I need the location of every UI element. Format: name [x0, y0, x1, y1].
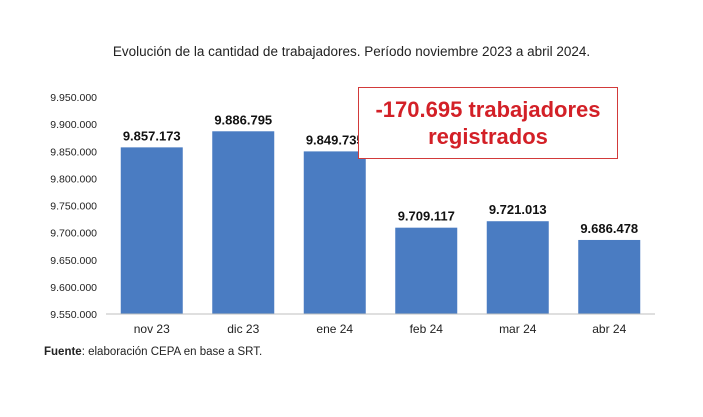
y-tick-label: 9.550.000 [50, 309, 97, 321]
x-tick-label: dic 23 [227, 322, 259, 336]
y-tick-label: 9.900.000 [50, 119, 97, 131]
y-axis-ticks: 9.550.000 9.600.000 9.650.000 9.700.000 9.75… [50, 92, 97, 321]
y-tick-label: 9.850.000 [50, 146, 97, 158]
y-tick-label: 9.600.000 [50, 282, 97, 294]
data-label: 9.721.013 [489, 202, 547, 217]
bars [120, 131, 641, 314]
x-tick-label: nov 23 [134, 322, 170, 336]
source-note: Fuente: elaboración CEPA en base a SRT. [44, 346, 262, 358]
callout-box: -170.695 trabajadores registrados [358, 87, 618, 159]
source-text: : elaboración CEPA en base a SRT. [81, 346, 263, 358]
y-tick-label: 9.650.000 [50, 255, 97, 267]
y-tick-label: 9.750.000 [50, 201, 97, 213]
data-label: 9.886.795 [214, 112, 272, 127]
data-label: 9.857.173 [123, 128, 181, 143]
y-tick-label: 9.700.000 [50, 228, 97, 240]
bar [486, 221, 549, 314]
bar [120, 147, 183, 314]
data-label: 9.686.478 [580, 221, 638, 236]
data-labels: 9.857.173 9.886.795 9.849.735 9.709.117 9.72… [123, 112, 638, 236]
chart-title: Evolución de la cantidad de trabajadores… [112, 44, 591, 59]
source-label: Fuente [44, 346, 82, 358]
x-tick-label: mar 24 [499, 322, 537, 336]
data-label: 9.849.735 [306, 132, 364, 147]
x-tick-label: feb 24 [410, 322, 444, 336]
bar [578, 239, 641, 314]
x-tick-label: abr 24 [592, 322, 626, 336]
data-label: 9.709.117 [398, 209, 455, 224]
bar [303, 151, 366, 314]
callout-line-2: registrados [428, 124, 548, 149]
x-axis-labels: nov 23 dic 23 ene 24 feb 24 mar 24 abr 24 [134, 322, 627, 336]
bar [212, 131, 275, 314]
y-tick-label: 9.950.000 [50, 92, 97, 104]
bar [395, 227, 458, 314]
y-tick-label: 9.800.000 [50, 173, 97, 185]
x-tick-label: ene 24 [316, 322, 353, 336]
callout-line-1: -170.695 trabajadores [375, 97, 601, 122]
